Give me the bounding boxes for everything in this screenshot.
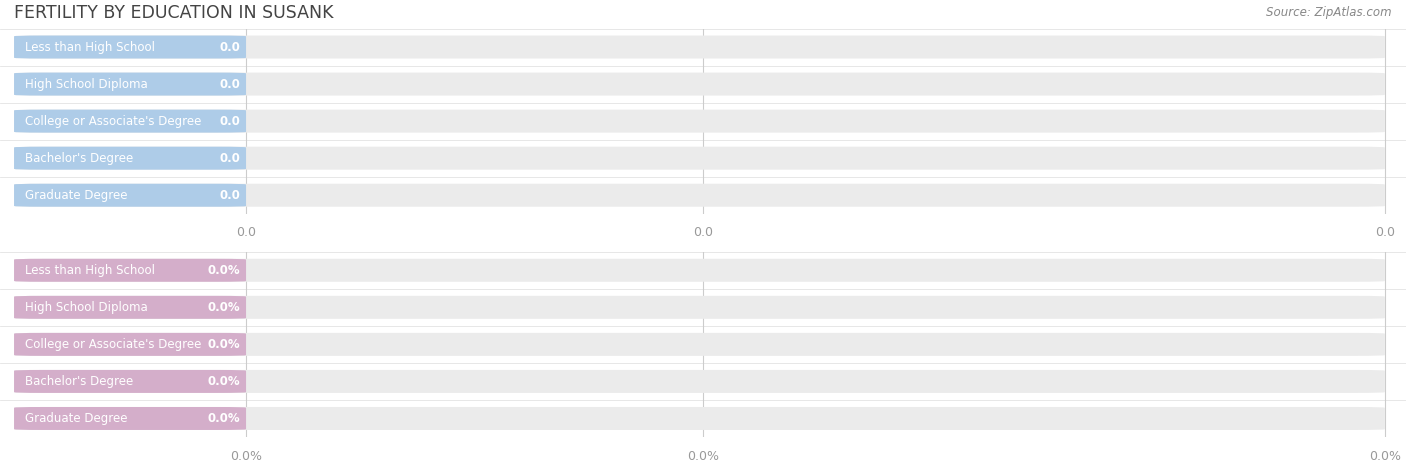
Text: Bachelor's Degree: Bachelor's Degree <box>25 375 134 388</box>
Text: 0.0: 0.0 <box>693 226 713 239</box>
FancyBboxPatch shape <box>14 184 1385 207</box>
Text: High School Diploma: High School Diploma <box>25 77 148 91</box>
FancyBboxPatch shape <box>14 110 246 133</box>
FancyBboxPatch shape <box>14 333 246 356</box>
FancyBboxPatch shape <box>14 73 246 95</box>
Text: Less than High School: Less than High School <box>25 264 155 277</box>
FancyBboxPatch shape <box>14 296 246 319</box>
Text: 0.0: 0.0 <box>219 152 240 165</box>
Text: 0.0%: 0.0% <box>208 412 240 425</box>
Text: 0.0%: 0.0% <box>1369 449 1400 463</box>
Text: Graduate Degree: Graduate Degree <box>25 412 128 425</box>
FancyBboxPatch shape <box>14 147 1385 170</box>
Text: 0.0: 0.0 <box>219 114 240 128</box>
Text: College or Associate's Degree: College or Associate's Degree <box>25 338 201 351</box>
FancyBboxPatch shape <box>14 407 1385 430</box>
Text: 0.0: 0.0 <box>219 189 240 202</box>
Text: 0.0%: 0.0% <box>231 449 262 463</box>
FancyBboxPatch shape <box>14 370 246 393</box>
FancyBboxPatch shape <box>14 296 1385 319</box>
Text: Bachelor's Degree: Bachelor's Degree <box>25 152 134 165</box>
Text: 0.0%: 0.0% <box>208 375 240 388</box>
Text: Source: ZipAtlas.com: Source: ZipAtlas.com <box>1267 6 1392 19</box>
FancyBboxPatch shape <box>14 259 246 282</box>
Text: 0.0: 0.0 <box>219 77 240 91</box>
Text: High School Diploma: High School Diploma <box>25 301 148 314</box>
FancyBboxPatch shape <box>14 36 1385 58</box>
FancyBboxPatch shape <box>14 36 246 58</box>
FancyBboxPatch shape <box>14 333 1385 356</box>
Text: 0.0%: 0.0% <box>208 264 240 277</box>
FancyBboxPatch shape <box>14 259 1385 282</box>
Text: 0.0: 0.0 <box>236 226 256 239</box>
Text: FERTILITY BY EDUCATION IN SUSANK: FERTILITY BY EDUCATION IN SUSANK <box>14 4 333 22</box>
FancyBboxPatch shape <box>14 184 246 207</box>
Text: 0.0%: 0.0% <box>688 449 718 463</box>
Text: College or Associate's Degree: College or Associate's Degree <box>25 114 201 128</box>
FancyBboxPatch shape <box>14 110 1385 133</box>
FancyBboxPatch shape <box>14 147 246 170</box>
Text: 0.0%: 0.0% <box>208 338 240 351</box>
FancyBboxPatch shape <box>14 73 1385 95</box>
FancyBboxPatch shape <box>14 407 246 430</box>
Text: 0.0: 0.0 <box>219 40 240 54</box>
Text: 0.0%: 0.0% <box>208 301 240 314</box>
Text: 0.0: 0.0 <box>1375 226 1395 239</box>
Text: Graduate Degree: Graduate Degree <box>25 189 128 202</box>
FancyBboxPatch shape <box>14 370 1385 393</box>
Text: Less than High School: Less than High School <box>25 40 155 54</box>
